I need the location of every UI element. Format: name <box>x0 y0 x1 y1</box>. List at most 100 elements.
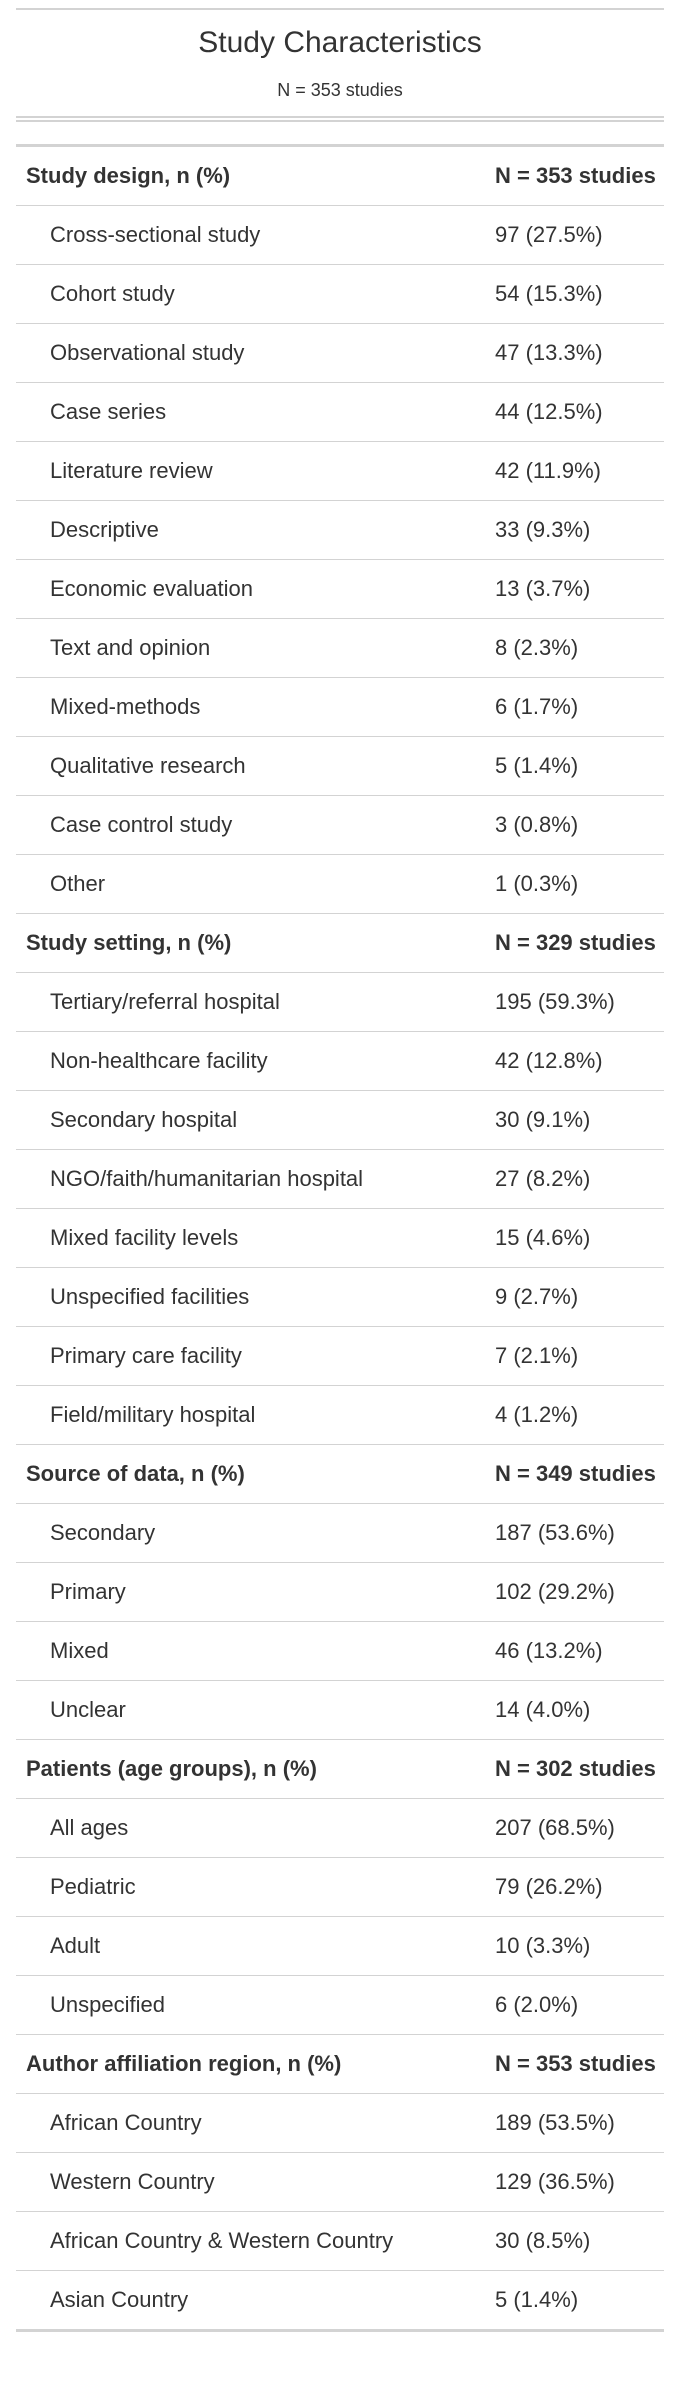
row-value: 14 (4.0%) <box>487 1680 664 1740</box>
table-row: Cross-sectional study 97 (27.5%) <box>16 205 664 265</box>
table-row: Primary care facility 7 (2.1%) <box>16 1326 664 1386</box>
row-value: 1 (0.3%) <box>487 854 664 914</box>
row-label: Text and opinion <box>16 618 487 678</box>
title-rule <box>16 116 664 118</box>
table-row: Cohort study 54 (15.3%) <box>16 264 664 324</box>
table-row: African Country & Western Country 30 (8.5… <box>16 2211 664 2271</box>
table-row: Primary 102 (29.2%) <box>16 1562 664 1622</box>
table-row: Unclear 14 (4.0%) <box>16 1680 664 1740</box>
row-label: Cohort study <box>16 264 487 324</box>
group-header-row: Study setting, n (%) N = 329 studies <box>16 913 664 973</box>
table-row: Field/military hospital 4 (1.2%) <box>16 1385 664 1445</box>
row-value: 15 (4.6%) <box>487 1208 664 1268</box>
row-value: 27 (8.2%) <box>487 1149 664 1209</box>
row-value: 129 (36.5%) <box>487 2152 664 2212</box>
row-value: 13 (3.7%) <box>487 559 664 619</box>
row-label: Unspecified facilities <box>16 1267 487 1327</box>
row-value: 8 (2.3%) <box>487 618 664 678</box>
row-label: African Country <box>16 2093 487 2153</box>
row-label: All ages <box>16 1798 487 1858</box>
table-row: Mixed 46 (13.2%) <box>16 1621 664 1681</box>
row-label: Asian Country <box>16 2270 487 2332</box>
row-value: 42 (11.9%) <box>487 441 664 501</box>
row-label: Mixed <box>16 1621 487 1681</box>
row-value: 195 (59.3%) <box>487 972 664 1032</box>
group-label: Patients (age groups), n (%) <box>16 1739 487 1799</box>
row-value: 30 (9.1%) <box>487 1090 664 1150</box>
row-label: Unclear <box>16 1680 487 1740</box>
group-n-label: N = 353 studies <box>487 145 664 206</box>
row-label: Adult <box>16 1916 487 1976</box>
row-label: African Country & Western Country <box>16 2211 487 2271</box>
row-value: 42 (12.8%) <box>487 1031 664 1091</box>
table-row: Case control study 3 (0.8%) <box>16 795 664 855</box>
table-row: Descriptive 33 (9.3%) <box>16 500 664 560</box>
table-row: Qualitative research 5 (1.4%) <box>16 736 664 796</box>
title-rule-double <box>16 120 664 122</box>
row-label: Mixed facility levels <box>16 1208 487 1268</box>
row-label: Case control study <box>16 795 487 855</box>
row-label: NGO/faith/humanitarian hospital <box>16 1149 487 1209</box>
row-label: Tertiary/referral hospital <box>16 972 487 1032</box>
group-label: Study design, n (%) <box>16 145 487 206</box>
table-subtitle: N = 353 studies <box>277 80 403 100</box>
row-value: 207 (68.5%) <box>487 1798 664 1858</box>
table-row: Unspecified facilities 9 (2.7%) <box>16 1267 664 1327</box>
table-row: Non-healthcare facility 42 (12.8%) <box>16 1031 664 1091</box>
row-value: 47 (13.3%) <box>487 323 664 383</box>
table-row: All ages 207 (68.5%) <box>16 1798 664 1858</box>
group-label: Author affiliation region, n (%) <box>16 2034 487 2094</box>
row-label: Non-healthcare facility <box>16 1031 487 1091</box>
row-label: Pediatric <box>16 1857 487 1917</box>
table-row: Western Country 129 (36.5%) <box>16 2152 664 2212</box>
table-row: Unspecified 6 (2.0%) <box>16 1975 664 2035</box>
group-header-row: Study design, n (%) N = 353 studies <box>16 145 664 206</box>
row-label: Primary <box>16 1562 487 1622</box>
row-value: 79 (26.2%) <box>487 1857 664 1917</box>
row-value: 189 (53.5%) <box>487 2093 664 2153</box>
row-value: 7 (2.1%) <box>487 1326 664 1386</box>
table-body: Study design, n (%) N = 353 studies Cross-… <box>16 145 664 2332</box>
study-characteristics-table-container: Study Characteristics N = 353 studies St… <box>16 8 664 2332</box>
table-row: Pediatric 79 (26.2%) <box>16 1857 664 1917</box>
row-value: 6 (1.7%) <box>487 677 664 737</box>
row-value: 3 (0.8%) <box>487 795 664 855</box>
group-n-label: N = 329 studies <box>487 913 664 973</box>
table-row: Asian Country 5 (1.4%) <box>16 2270 664 2332</box>
table-row: Text and opinion 8 (2.3%) <box>16 618 664 678</box>
row-value: 187 (53.6%) <box>487 1503 664 1563</box>
table-row: Observational study 47 (13.3%) <box>16 323 664 383</box>
row-label: Cross-sectional study <box>16 205 487 265</box>
row-label: Unspecified <box>16 1975 487 2035</box>
group-label: Source of data, n (%) <box>16 1444 487 1504</box>
row-value: 6 (2.0%) <box>487 1975 664 2035</box>
row-label: Other <box>16 854 487 914</box>
group-header-row: Author affiliation region, n (%) N = 353 … <box>16 2034 664 2094</box>
characteristics-table: Study design, n (%) N = 353 studies Cross-… <box>16 144 664 2332</box>
row-label: Secondary <box>16 1503 487 1563</box>
row-label: Field/military hospital <box>16 1385 487 1445</box>
group-header-row: Patients (age groups), n (%) N = 302 stud… <box>16 1739 664 1799</box>
table-row: Adult 10 (3.3%) <box>16 1916 664 1976</box>
row-label: Literature review <box>16 441 487 501</box>
row-value: 4 (1.2%) <box>487 1385 664 1445</box>
row-label: Western Country <box>16 2152 487 2212</box>
row-value: 33 (9.3%) <box>487 500 664 560</box>
row-label: Secondary hospital <box>16 1090 487 1150</box>
group-label: Study setting, n (%) <box>16 913 487 973</box>
table-row: Case series 44 (12.5%) <box>16 382 664 442</box>
table-row: Secondary hospital 30 (9.1%) <box>16 1090 664 1150</box>
table-row: Tertiary/referral hospital 195 (59.3%) <box>16 972 664 1032</box>
row-label: Mixed-methods <box>16 677 487 737</box>
table-row: African Country 189 (53.5%) <box>16 2093 664 2153</box>
group-header-row: Source of data, n (%) N = 349 studies <box>16 1444 664 1504</box>
row-value: 97 (27.5%) <box>487 205 664 265</box>
table-row: Secondary 187 (53.6%) <box>16 1503 664 1563</box>
table-row: Literature review 42 (11.9%) <box>16 441 664 501</box>
table-row: NGO/faith/humanitarian hospital 27 (8.2%) <box>16 1149 664 1209</box>
table-title: Study Characteristics <box>198 26 482 59</box>
row-label: Descriptive <box>16 500 487 560</box>
row-value: 30 (8.5%) <box>487 2211 664 2271</box>
group-n-label: N = 349 studies <box>487 1444 664 1504</box>
table-row: Economic evaluation 13 (3.7%) <box>16 559 664 619</box>
